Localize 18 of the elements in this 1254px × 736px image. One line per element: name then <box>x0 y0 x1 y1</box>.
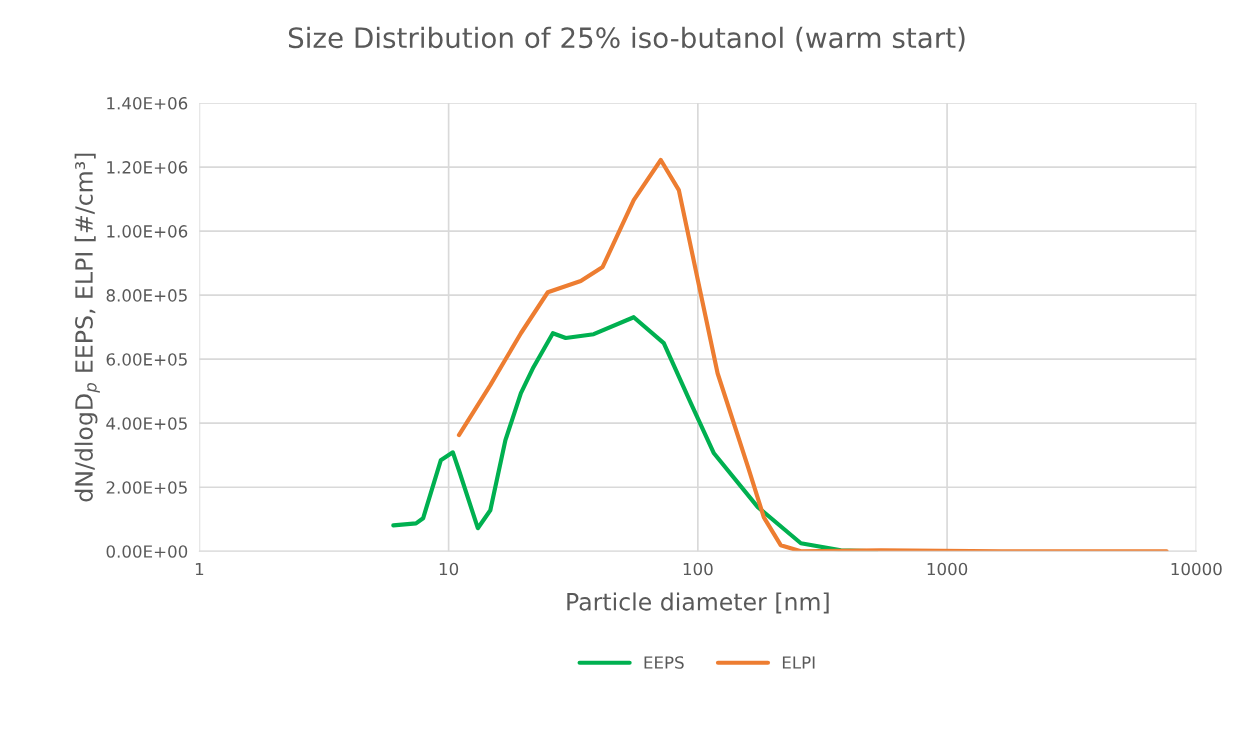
y-tick-label: 2.00E+05 <box>106 481 187 494</box>
y-axis-title: dN/dlogD$_{p}$ EEPS, ELPI [#/cm³] <box>74 153 100 502</box>
y-tick-label: 6.00E+05 <box>106 353 187 366</box>
x-tick-label: 10 <box>439 562 459 576</box>
y-tick-label: 1.20E+06 <box>107 161 188 174</box>
y-tick-label: 1.40E+06 <box>107 97 188 110</box>
y-tick-label: 4.00E+05 <box>106 417 187 430</box>
y-tick-label: 0.00E+00 <box>106 545 188 558</box>
y-tick-label: 1.00E+06 <box>107 225 188 238</box>
legend-label: EEPS <box>644 656 684 669</box>
chart-title: Size Distribution of 25% iso-butanol (warm start) <box>288 26 965 52</box>
x-axis-title: Particle diameter [nm] <box>567 592 829 614</box>
x-tick-label: 1 <box>195 562 204 576</box>
x-tick-label: 100 <box>683 562 713 576</box>
x-tick-label: 10000 <box>1171 562 1222 576</box>
legend-label: ELPI <box>782 656 815 669</box>
x-tick-label: 1000 <box>927 562 968 576</box>
y-tick-label: 8.00E+05 <box>106 289 187 302</box>
